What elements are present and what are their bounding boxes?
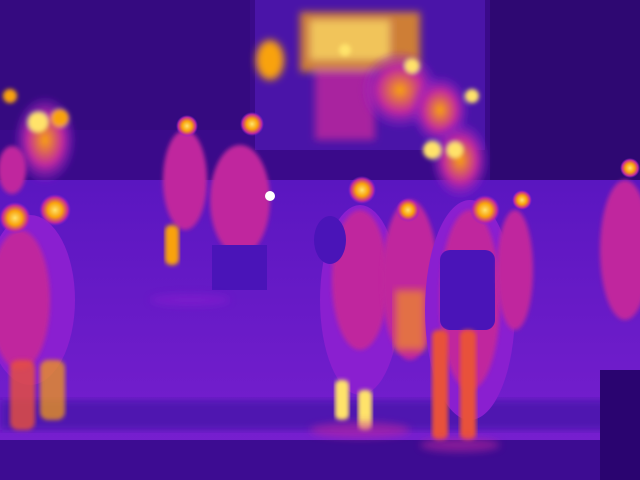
dark-object [600, 370, 640, 480]
pedestrian-center-left-walking [163, 112, 275, 290]
pedestrian-center-with-bag [314, 176, 400, 430]
floor-strip [0, 400, 640, 430]
pedestrian-right-with-backpack [425, 190, 533, 440]
background-crowd-right [339, 44, 490, 200]
background-crowd-left [0, 89, 77, 194]
floor-reflections [150, 294, 500, 452]
floor-edge [0, 440, 640, 480]
shoulder-bag [314, 216, 346, 264]
pedestrian-center-right [382, 198, 438, 360]
right-wall [490, 0, 640, 200]
pedestrian-far-right [600, 158, 640, 480]
carried-bag [212, 245, 267, 290]
backpack [440, 250, 495, 330]
pedestrian-left-edge [0, 194, 75, 430]
